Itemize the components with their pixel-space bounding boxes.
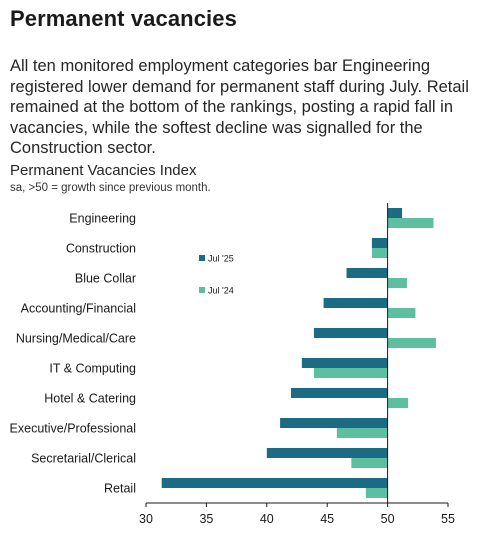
legend-label-jul25: Jul '25 [208,254,234,264]
bar-jul24 [387,278,407,288]
bar-jul24 [387,398,409,408]
bar-jul24 [351,458,388,468]
category-label: Construction [66,242,136,256]
category-label: Engineering [69,212,136,226]
x-tick-label: 40 [260,512,274,526]
category-label: Nursing/Medical/Care [16,332,136,346]
bar-jul24 [387,308,416,318]
x-tick-label: 55 [441,512,455,526]
bar-jul25 [313,328,388,338]
bar-jul24 [313,368,388,378]
bar-jul25 [301,358,388,368]
category-label: Accounting/Financial [21,302,136,316]
category-label: Blue Collar [75,272,136,286]
category-label: Retail [104,482,136,496]
page-title: Permanent vacancies [10,6,237,31]
bar-jul25 [161,478,388,488]
legend-label-jul24: Jul '24 [208,286,234,296]
chart-subtitle: sa, >50 = growth since previous month. [10,182,211,194]
category-label: Executive/Professional [10,422,136,436]
bar-jul24 [387,338,436,348]
x-tick-label: 30 [139,512,153,526]
bar-jul25 [290,388,388,398]
category-label: IT & Computing [49,362,136,376]
category-label: Secretarial/Clerical [31,452,136,466]
bar-jul25 [371,238,388,248]
bar-jul25 [266,448,388,458]
legend-swatch-jul25 [199,255,205,261]
chart-title: Permanent Vacancies Index [10,162,197,179]
bar-jul24 [387,218,434,228]
bar-jul25 [387,208,403,218]
x-tick-label: 35 [199,512,213,526]
bar-jul25 [323,298,388,308]
bar-jul25 [346,268,388,278]
legend-swatch-jul24 [199,287,205,293]
intro-paragraph: All ten monitored employment categories … [10,57,469,157]
category-label: Hotel & Catering [44,392,136,406]
x-tick-label: 50 [381,512,395,526]
x-tick-label: 45 [320,512,334,526]
bar-jul24 [371,248,388,258]
bar-jul25 [280,418,388,428]
bar-jul24 [336,428,388,438]
bar-jul24 [365,488,388,498]
